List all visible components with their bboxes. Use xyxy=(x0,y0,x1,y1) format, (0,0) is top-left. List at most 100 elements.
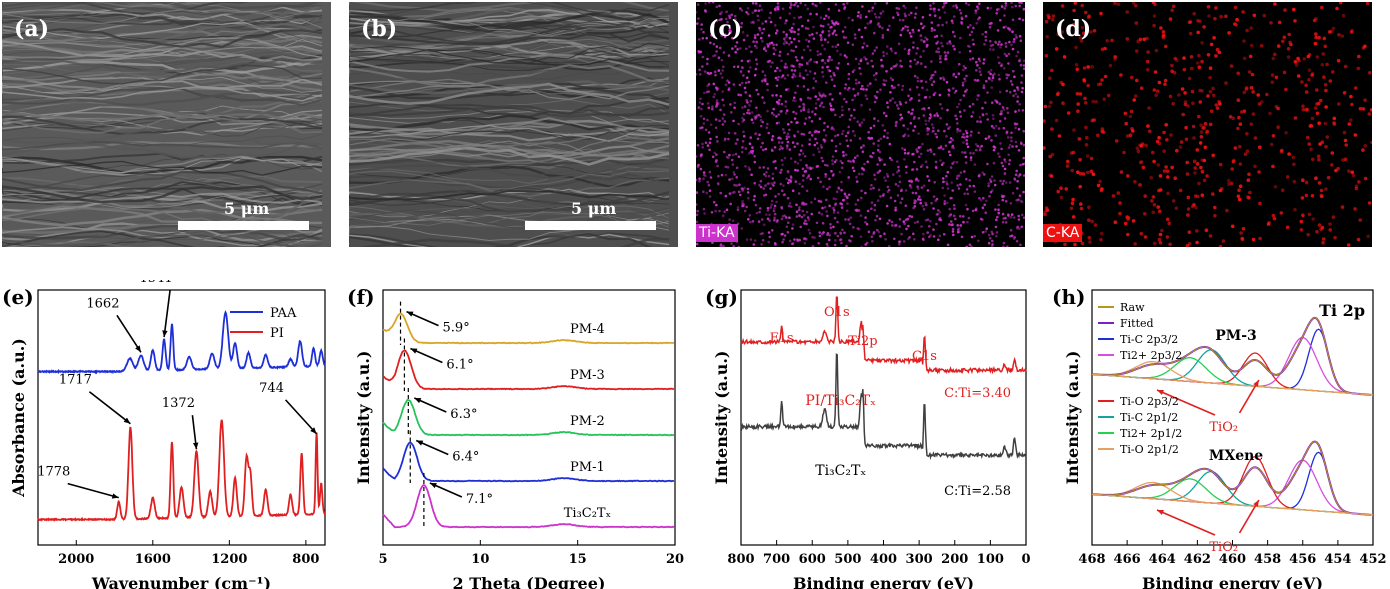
eds-dot xyxy=(1233,5,1238,10)
eds-dot xyxy=(707,183,711,187)
sem-layer xyxy=(349,192,670,213)
eds-dot xyxy=(706,180,709,184)
eds-dot xyxy=(1318,98,1323,103)
eds-dot xyxy=(1296,74,1301,78)
eds-dot xyxy=(791,227,794,230)
eds-dot xyxy=(819,52,822,56)
eds-dot xyxy=(944,54,948,57)
eds-dot xyxy=(969,151,972,155)
eds-dot xyxy=(1135,49,1139,53)
eds-dot xyxy=(774,31,778,35)
arrow-head xyxy=(1253,500,1259,507)
eds-dot xyxy=(722,104,726,107)
eds-dot xyxy=(1020,2,1023,5)
eds-dot xyxy=(872,124,876,128)
eds-dot xyxy=(997,152,1000,155)
eds-dot xyxy=(1171,102,1175,106)
eds-dot xyxy=(989,180,993,183)
eds-dot xyxy=(1199,130,1204,134)
eds-dot xyxy=(884,179,887,182)
eds-dot xyxy=(1135,78,1139,83)
eds-dot xyxy=(856,93,859,97)
sem-layer xyxy=(2,37,323,58)
eds-dot xyxy=(996,8,999,11)
eds-dot xyxy=(1170,8,1174,13)
sem-layer xyxy=(2,208,323,227)
eds-dot xyxy=(1007,62,1010,65)
eds-dot xyxy=(1353,86,1358,90)
eds-dot xyxy=(815,130,818,133)
eds-dot xyxy=(1047,15,1051,20)
eds-dot xyxy=(1010,139,1013,143)
eds-dot xyxy=(782,184,785,187)
eds-dot xyxy=(797,192,801,195)
eds-dot xyxy=(815,141,819,145)
eds-dot xyxy=(897,42,901,46)
eds-dot xyxy=(860,35,864,39)
eds-dot xyxy=(946,108,949,112)
eds-dot xyxy=(882,111,886,115)
eds-dot xyxy=(1203,145,1208,150)
eds-dot xyxy=(1228,115,1233,119)
eds-dot xyxy=(1015,169,1018,173)
eds-dot xyxy=(1213,213,1217,218)
eds-dot xyxy=(1071,22,1076,27)
eds-dot xyxy=(739,93,743,97)
eds-dot xyxy=(921,86,924,90)
eds-dot xyxy=(706,102,710,105)
eds-dot xyxy=(1270,80,1275,84)
eds-dot xyxy=(805,237,808,241)
eds-dot xyxy=(813,72,817,75)
sem-layer xyxy=(2,8,323,29)
eds-dot xyxy=(1191,101,1195,106)
eds-dot xyxy=(709,71,713,75)
eds-dot xyxy=(924,201,927,205)
arrow-head xyxy=(123,417,131,424)
eds-dot xyxy=(899,59,902,63)
eds-dot xyxy=(1353,207,1357,211)
eds-dot xyxy=(1113,2,1117,5)
eds-dot xyxy=(940,107,944,110)
eds-dot xyxy=(818,91,821,95)
eds-dot xyxy=(1113,220,1118,224)
eds-dot xyxy=(1158,174,1163,178)
sem-layer xyxy=(349,237,670,247)
eds-dot xyxy=(1139,86,1144,90)
eds-dot xyxy=(1165,169,1170,173)
eds-dot xyxy=(696,73,698,76)
sem-layer xyxy=(349,143,670,158)
eds-dot xyxy=(1133,180,1137,184)
eds-dot xyxy=(696,209,699,213)
eds-dot xyxy=(724,173,728,177)
eds-dot xyxy=(885,52,889,55)
eds-dot xyxy=(1342,91,1347,95)
eds-dot xyxy=(890,220,894,224)
eds-dot xyxy=(986,6,990,10)
eds-dot xyxy=(711,105,714,108)
eds-dot xyxy=(1070,201,1075,205)
eds-dot xyxy=(1017,109,1021,112)
eds-dot xyxy=(750,50,753,54)
eds-dot xyxy=(723,120,727,123)
eds-dot xyxy=(972,184,976,188)
eds-dot xyxy=(898,174,901,178)
scale-bar-a xyxy=(178,221,309,230)
eds-dot xyxy=(1129,75,1134,80)
eds-dot xyxy=(1020,90,1024,94)
eds-dot xyxy=(952,233,955,237)
eds-dot xyxy=(721,76,724,79)
eds-dot xyxy=(702,190,705,193)
eds-dot xyxy=(751,20,755,24)
eds-dot xyxy=(964,66,967,70)
eds-dot xyxy=(981,33,984,36)
eds-dot xyxy=(1083,101,1088,105)
eds-dot xyxy=(804,3,807,7)
eds-dot xyxy=(1148,129,1152,134)
eds-dot xyxy=(1325,62,1329,67)
eds-dot xyxy=(972,26,975,30)
sem-layer xyxy=(2,230,323,246)
eds-dot xyxy=(1022,143,1025,147)
eds-dot xyxy=(924,219,928,222)
eds-dot xyxy=(1268,111,1272,116)
eds-dot xyxy=(1167,221,1171,226)
